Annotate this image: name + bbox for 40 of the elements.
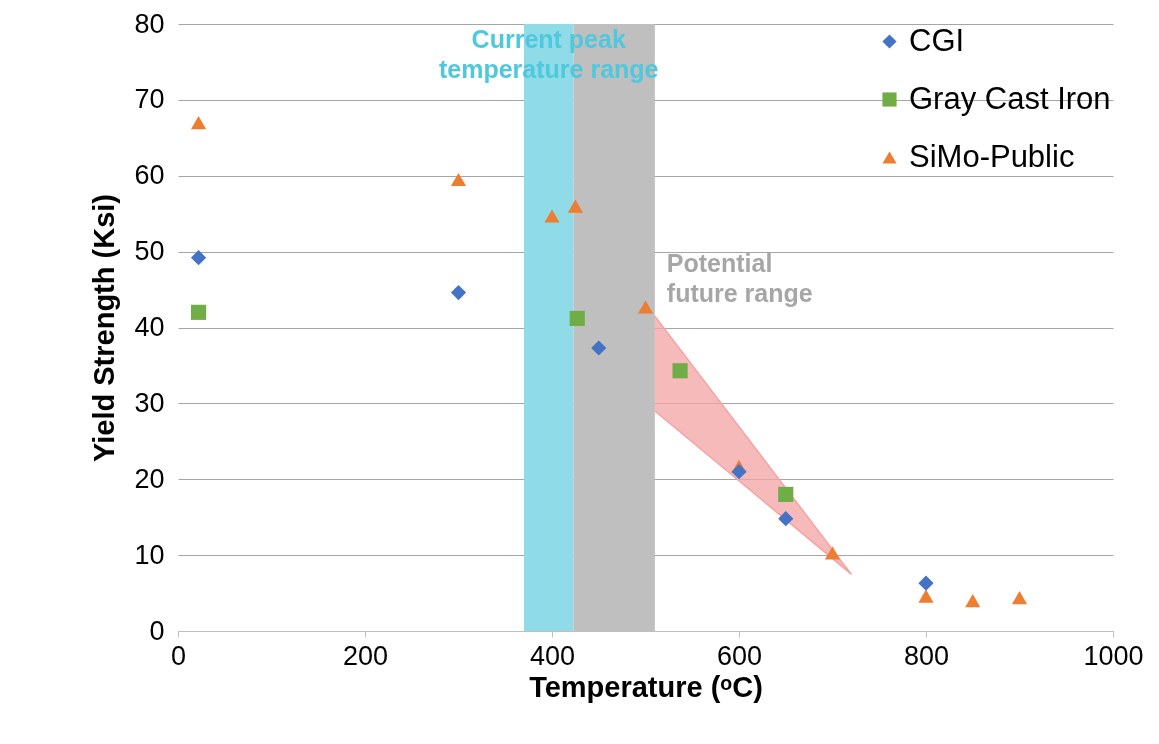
legend-label: SiMo-Public [909,138,1075,174]
point [190,116,207,130]
point [731,464,747,480]
point [918,575,934,591]
y-tick-label: 70 [134,84,165,115]
point [569,310,585,326]
y-tick-label: 40 [134,312,165,342]
y-tick-label: 30 [134,387,165,418]
x-axis-title: Temperature (ᵒC) [529,670,763,703]
point [567,199,583,213]
point [544,209,560,223]
x-tick-label: 1000 [1083,640,1144,671]
point [918,589,934,603]
point [190,304,207,320]
y-axis-title: Yield Strength (Ksi) [88,194,121,462]
legend-label: CGI [909,22,965,58]
x-tick-label: 800 [903,640,950,671]
point [824,546,841,560]
point [591,340,607,356]
y-tick-label: 20 [134,463,165,494]
y-tick-label: 0 [149,615,165,646]
point [1011,591,1028,605]
x-tick-label: 200 [342,640,389,671]
y-tick-label: 80 [134,8,165,39]
point [672,363,688,379]
y-tick-label: 10 [134,539,165,570]
point [778,511,794,527]
x-tick-label: 0 [170,640,187,671]
point [450,285,467,301]
x-tick-label: 400 [529,640,576,671]
point [778,486,794,503]
y-tick-label: 50 [134,236,165,267]
legend-label: Gray Cast Iron [909,80,1111,116]
x-tick-label: 600 [716,640,763,671]
y-tick-label: 60 [134,160,165,191]
point [450,172,467,187]
point [965,594,981,608]
band-label: Potential future range [666,249,813,307]
point [637,300,654,314]
point [190,250,207,266]
